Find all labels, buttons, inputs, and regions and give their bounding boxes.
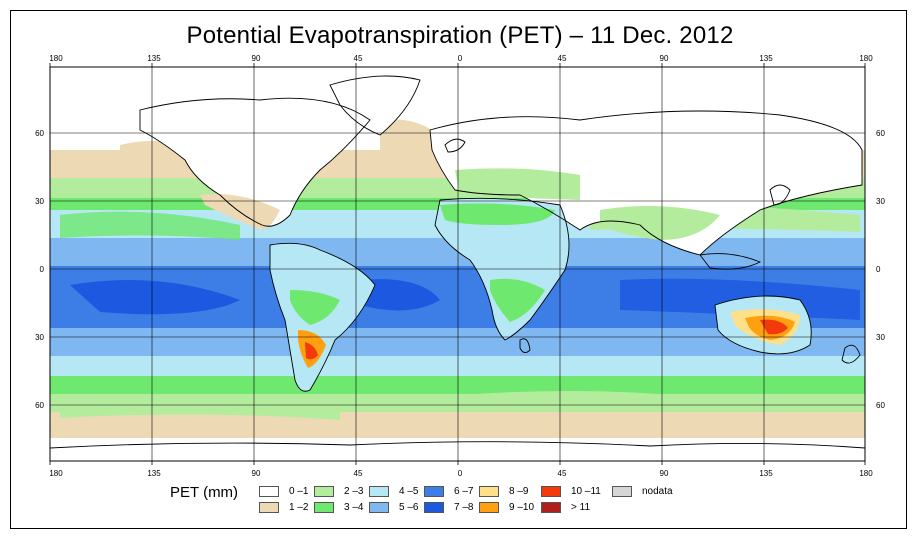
patch-atlantic-deepblue	[360, 279, 440, 311]
lat-label-right: 60	[876, 129, 885, 138]
coast-new-zealand	[841, 344, 861, 364]
legend-swatch	[369, 502, 389, 513]
coast-british-isles	[444, 138, 466, 153]
argentina-very-hot	[305, 342, 318, 360]
lat-label-left: 30	[35, 197, 44, 206]
lon-label-bottom: 180	[49, 469, 63, 478]
lon-label-top: 135	[759, 54, 773, 63]
antarctica-land	[50, 441, 865, 461]
band-south-mid	[50, 356, 865, 378]
patch-southern-green	[60, 395, 340, 420]
coast-australia	[714, 295, 812, 355]
legend-swatch	[259, 486, 279, 497]
bottom-ticks	[49, 461, 866, 465]
legend-swatch	[314, 486, 334, 497]
lon-label-top: 180	[49, 54, 63, 63]
legend-text: 3 –4	[344, 502, 364, 513]
legend-swatch	[424, 486, 444, 497]
legend-text: 2 –3	[344, 486, 364, 497]
legend-swatch	[259, 502, 279, 513]
legend-title: PET (mm)	[170, 484, 239, 501]
legend-swatch	[369, 486, 389, 497]
legend-swatch	[541, 486, 561, 497]
legend-swatch	[479, 486, 499, 497]
lon-label-bottom: 180	[859, 469, 873, 478]
legend-text: 1 –2	[289, 502, 309, 513]
band-south-cold	[50, 412, 865, 440]
patch-npac-green	[60, 211, 240, 240]
legend-text: 4 –5	[399, 486, 419, 497]
lon-label-top: 45	[558, 54, 567, 63]
legend-swatch	[314, 502, 334, 513]
top-ticks	[49, 63, 866, 67]
lat-label-right: 60	[876, 401, 885, 410]
lon-label-top: 0	[458, 54, 463, 63]
legend-swatch	[424, 502, 444, 513]
lon-label-bottom: 45	[354, 469, 363, 478]
graticule	[50, 67, 865, 461]
lon-label-top: 45	[354, 54, 363, 63]
australia-interior-very-hot	[760, 319, 788, 335]
southern-africa-interior	[490, 278, 545, 322]
lat-label-left: 30	[35, 333, 44, 342]
legend-text: > 11	[571, 502, 590, 513]
lon-labels-top: 180 135 90 45 0 45 90 135 180	[49, 54, 873, 63]
map-border	[49, 66, 866, 462]
south-america-interior	[290, 290, 340, 325]
patch-spac-deepblue	[70, 280, 240, 315]
legend-text: 6 –7	[454, 486, 474, 497]
south-asia-land	[600, 206, 720, 240]
sahara-band	[440, 203, 555, 225]
legend-text: 0 –1	[289, 486, 309, 497]
lon-label-top: 180	[859, 54, 873, 63]
lat-label-right: 30	[876, 333, 885, 342]
lat-label-left: 0	[40, 265, 45, 274]
lon-label-top: 90	[660, 54, 669, 63]
lon-label-bottom: 0	[458, 469, 463, 478]
legend-text: 5 –6	[399, 502, 419, 513]
eurasia-land	[430, 111, 862, 255]
lon-label-bottom: 90	[660, 469, 669, 478]
coast-madagascar	[519, 338, 531, 353]
legend-text: 7 –8	[454, 502, 474, 513]
legend-text: 10 –11	[571, 486, 601, 497]
band-south-mid2	[50, 376, 865, 396]
lat-label-right: 30	[876, 197, 885, 206]
legend-text: 8 –9	[509, 486, 529, 497]
legend-swatch	[479, 502, 499, 513]
coast-japan	[769, 184, 791, 206]
lon-label-top: 90	[252, 54, 261, 63]
greenland-land	[330, 76, 420, 135]
lon-label-bottom: 135	[759, 469, 773, 478]
map-title: Potential Evapotranspiration (PET) – 11 …	[186, 22, 734, 49]
coast-north-america	[139, 97, 371, 227]
lat-labels-right: 60 30 0 30 60	[876, 129, 885, 410]
coast-antarctica	[50, 441, 865, 449]
mediterranean-land	[455, 168, 580, 200]
figure-frame	[10, 10, 907, 529]
lon-label-top: 135	[147, 54, 161, 63]
lon-label-bottom: 45	[558, 469, 567, 478]
pet-field	[50, 67, 865, 461]
lat-label-left: 60	[35, 401, 44, 410]
lon-label-bottom: 135	[147, 469, 161, 478]
ticks	[49, 63, 866, 465]
patch-southern-green2	[460, 391, 720, 412]
lon-labels-bottom: 180 135 90 45 0 45 90 135 180	[49, 469, 873, 478]
legend-text: 9 –10	[509, 502, 535, 513]
lon-label-bottom: 90	[252, 469, 261, 478]
legend-swatch	[541, 502, 561, 513]
lat-labels-left: 60 30 0 30 60	[35, 129, 44, 410]
lat-label-right: 0	[876, 265, 881, 274]
legend-swatch	[612, 486, 632, 497]
north-america-land	[140, 98, 370, 227]
legend-text: nodata	[642, 486, 673, 497]
coast-south-america	[269, 242, 376, 392]
lat-label-left: 60	[35, 129, 44, 138]
coast-eurasia	[429, 110, 863, 256]
